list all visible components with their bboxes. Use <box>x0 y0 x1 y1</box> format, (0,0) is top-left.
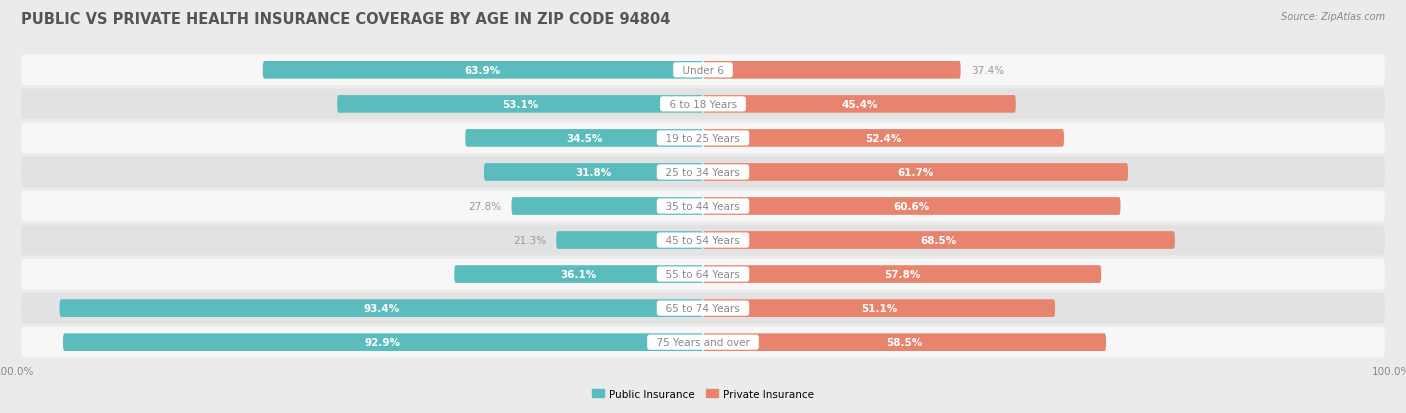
Text: 57.8%: 57.8% <box>884 269 921 280</box>
FancyBboxPatch shape <box>703 299 1054 317</box>
Text: 55 to 64 Years: 55 to 64 Years <box>659 269 747 280</box>
Text: 65 to 74 Years: 65 to 74 Years <box>659 304 747 313</box>
FancyBboxPatch shape <box>465 130 703 147</box>
Text: 51.1%: 51.1% <box>860 304 897 313</box>
Text: 52.4%: 52.4% <box>865 133 901 144</box>
Text: 21.3%: 21.3% <box>513 235 546 245</box>
FancyBboxPatch shape <box>263 62 703 79</box>
FancyBboxPatch shape <box>21 89 1385 120</box>
FancyBboxPatch shape <box>59 299 703 317</box>
FancyBboxPatch shape <box>512 198 703 215</box>
FancyBboxPatch shape <box>703 62 960 79</box>
FancyBboxPatch shape <box>21 327 1385 358</box>
FancyBboxPatch shape <box>454 266 703 283</box>
Text: 25 to 34 Years: 25 to 34 Years <box>659 168 747 178</box>
Text: 93.4%: 93.4% <box>363 304 399 313</box>
FancyBboxPatch shape <box>484 164 703 181</box>
Text: 63.9%: 63.9% <box>465 66 501 76</box>
Text: 27.8%: 27.8% <box>468 202 501 211</box>
Text: 61.7%: 61.7% <box>897 168 934 178</box>
FancyBboxPatch shape <box>21 259 1385 290</box>
FancyBboxPatch shape <box>703 198 1121 215</box>
Text: 36.1%: 36.1% <box>561 269 596 280</box>
FancyBboxPatch shape <box>21 225 1385 256</box>
FancyBboxPatch shape <box>21 191 1385 222</box>
Text: 53.1%: 53.1% <box>502 100 538 109</box>
FancyBboxPatch shape <box>337 96 703 114</box>
FancyBboxPatch shape <box>703 232 1175 249</box>
FancyBboxPatch shape <box>557 232 703 249</box>
Text: 31.8%: 31.8% <box>575 168 612 178</box>
FancyBboxPatch shape <box>21 293 1385 324</box>
Text: 92.9%: 92.9% <box>366 337 401 347</box>
FancyBboxPatch shape <box>21 157 1385 188</box>
Text: 6 to 18 Years: 6 to 18 Years <box>662 100 744 109</box>
FancyBboxPatch shape <box>703 164 1128 181</box>
FancyBboxPatch shape <box>21 123 1385 154</box>
Text: 34.5%: 34.5% <box>567 133 602 144</box>
Text: 60.6%: 60.6% <box>894 202 929 211</box>
Text: 37.4%: 37.4% <box>972 66 1004 76</box>
Text: 19 to 25 Years: 19 to 25 Years <box>659 133 747 144</box>
Text: 75 Years and over: 75 Years and over <box>650 337 756 347</box>
Text: 35 to 44 Years: 35 to 44 Years <box>659 202 747 211</box>
Text: 58.5%: 58.5% <box>886 337 922 347</box>
Text: 45 to 54 Years: 45 to 54 Years <box>659 235 747 245</box>
FancyBboxPatch shape <box>63 334 703 351</box>
Legend: Public Insurance, Private Insurance: Public Insurance, Private Insurance <box>588 385 818 403</box>
Text: PUBLIC VS PRIVATE HEALTH INSURANCE COVERAGE BY AGE IN ZIP CODE 94804: PUBLIC VS PRIVATE HEALTH INSURANCE COVER… <box>21 12 671 27</box>
FancyBboxPatch shape <box>703 130 1064 147</box>
Text: Under 6: Under 6 <box>676 66 730 76</box>
FancyBboxPatch shape <box>703 266 1101 283</box>
FancyBboxPatch shape <box>703 96 1015 114</box>
Text: Source: ZipAtlas.com: Source: ZipAtlas.com <box>1281 12 1385 22</box>
Text: 68.5%: 68.5% <box>921 235 957 245</box>
Text: 45.4%: 45.4% <box>841 100 877 109</box>
FancyBboxPatch shape <box>21 55 1385 86</box>
FancyBboxPatch shape <box>703 334 1107 351</box>
